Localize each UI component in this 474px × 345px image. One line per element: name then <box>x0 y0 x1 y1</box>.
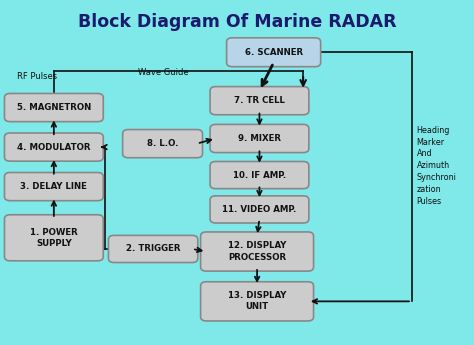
FancyBboxPatch shape <box>210 161 309 189</box>
Text: 12. DISPLAY
PROCESSOR: 12. DISPLAY PROCESSOR <box>228 241 286 262</box>
Text: Wave Guide: Wave Guide <box>138 68 188 77</box>
Text: 8. L.O.: 8. L.O. <box>147 139 178 148</box>
FancyBboxPatch shape <box>123 130 202 158</box>
FancyBboxPatch shape <box>201 232 314 271</box>
Text: Block Diagram Of Marine RADAR: Block Diagram Of Marine RADAR <box>78 13 396 31</box>
FancyBboxPatch shape <box>4 133 103 161</box>
FancyBboxPatch shape <box>210 125 309 152</box>
Text: Heading
Marker
And
Azimuth
Synchroni
zation
Pulses: Heading Marker And Azimuth Synchroni zat… <box>417 126 456 206</box>
FancyBboxPatch shape <box>4 93 103 122</box>
Text: 9. MIXER: 9. MIXER <box>238 134 281 143</box>
FancyBboxPatch shape <box>4 172 103 201</box>
Text: 10. IF AMP.: 10. IF AMP. <box>233 170 286 180</box>
Text: 13. DISPLAY
UNIT: 13. DISPLAY UNIT <box>228 291 286 312</box>
Text: 3. DELAY LINE: 3. DELAY LINE <box>20 182 87 191</box>
Text: 2. TRIGGER: 2. TRIGGER <box>126 245 181 254</box>
Text: 11. VIDEO AMP.: 11. VIDEO AMP. <box>222 205 297 214</box>
Text: 7. TR CELL: 7. TR CELL <box>234 96 285 105</box>
FancyBboxPatch shape <box>109 235 198 263</box>
FancyBboxPatch shape <box>210 196 309 223</box>
FancyBboxPatch shape <box>4 215 103 261</box>
Text: RF Pulses: RF Pulses <box>17 72 57 81</box>
Text: 4. MODULATOR: 4. MODULATOR <box>17 142 91 151</box>
Text: 6. SCANNER: 6. SCANNER <box>245 48 303 57</box>
Text: 1. POWER
SUPPLY: 1. POWER SUPPLY <box>30 228 78 248</box>
Text: 5. MAGNETRON: 5. MAGNETRON <box>17 103 91 112</box>
FancyBboxPatch shape <box>201 282 314 321</box>
FancyBboxPatch shape <box>210 87 309 115</box>
FancyBboxPatch shape <box>227 38 320 67</box>
